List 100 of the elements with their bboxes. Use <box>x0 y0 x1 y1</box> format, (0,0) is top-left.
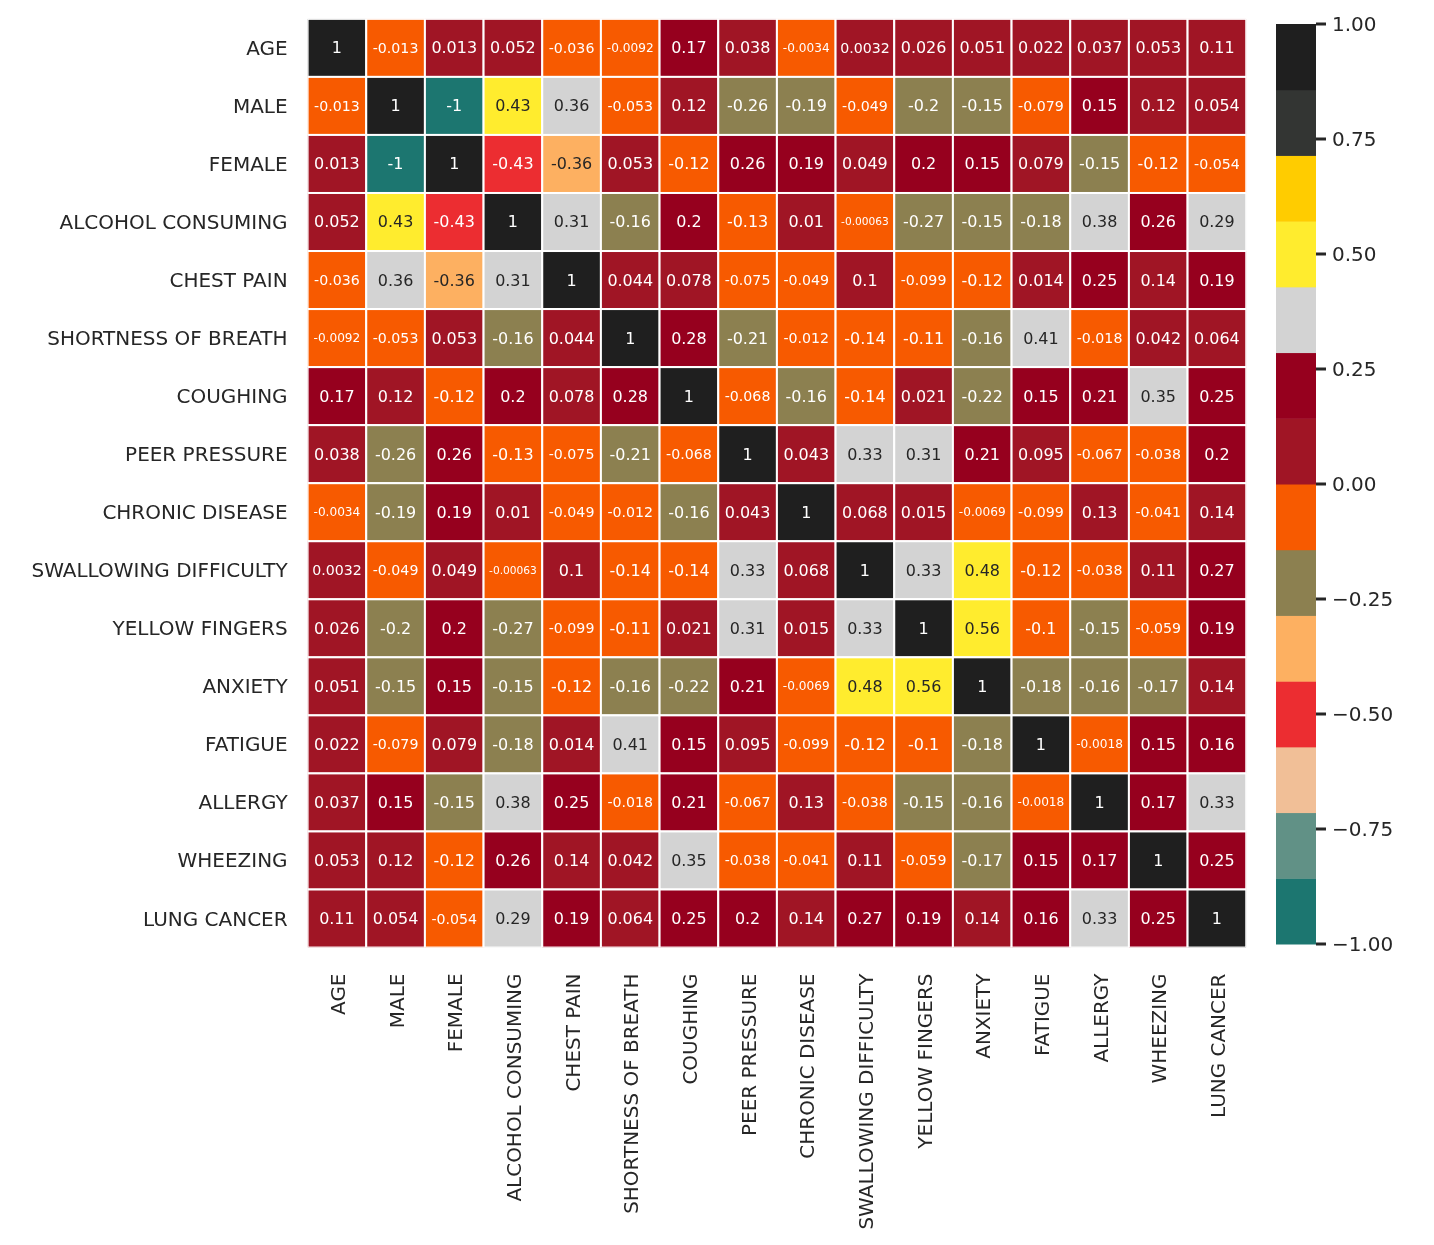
data-label: -1 <box>446 96 463 116</box>
data-label: 0.2 <box>910 154 937 174</box>
data-label: -0.36 <box>433 270 475 290</box>
data-label: -0.16 <box>785 386 827 406</box>
data-label: -0.099 <box>783 736 830 753</box>
data-label: -0.041 <box>1135 504 1182 521</box>
data-label: 0.31 <box>729 618 766 638</box>
data-label: 0.56 <box>905 676 942 696</box>
data-label: 0.038 <box>724 38 771 58</box>
data-label: 0.48 <box>964 560 1001 580</box>
data-label: 0.33 <box>847 444 883 464</box>
data-label: -0.18 <box>1020 212 1062 232</box>
data-label: 0.21 <box>1081 386 1118 406</box>
data-label: 0.14 <box>1140 270 1177 290</box>
data-label: 0.054 <box>1194 96 1240 116</box>
data-label: 0.16 <box>1199 734 1235 754</box>
data-label: 0.36 <box>553 96 590 116</box>
data-label: 0.0032 <box>840 39 890 56</box>
data-label: 0.28 <box>671 328 707 348</box>
data-label: -0.26 <box>726 96 769 116</box>
color-bar-label: 0.50 <box>1332 242 1377 266</box>
data-label: 0.2 <box>1204 444 1230 464</box>
data-label: 0.25 <box>553 792 590 812</box>
data-label: 0.41 <box>1023 328 1059 348</box>
data-label: 0.43 <box>495 96 531 116</box>
y-tick-label: AGE <box>246 35 288 60</box>
data-label: -0.14 <box>668 560 710 580</box>
data-label: -0.0092 <box>313 331 361 346</box>
data-label: 0.36 <box>377 270 414 290</box>
data-label: -0.27 <box>492 618 534 638</box>
data-label: 0.054 <box>372 909 419 929</box>
data-label: 0.14 <box>1199 502 1235 522</box>
data-label: 0.049 <box>842 154 888 174</box>
data-label: 0.16 <box>1023 909 1059 929</box>
data-label: -0.12 <box>844 734 886 754</box>
data-label: 0.049 <box>431 560 478 580</box>
y-tick-label: MALE <box>232 93 288 118</box>
data-label: 0.35 <box>671 850 707 870</box>
data-label: 0.15 <box>1023 386 1059 406</box>
data-label: 1 <box>859 560 870 580</box>
data-label: -0.053 <box>372 330 419 347</box>
data-label: 0.015 <box>783 618 830 638</box>
data-label: -0.099 <box>1018 504 1064 521</box>
data-label: 0.051 <box>314 676 360 696</box>
data-label: 0.01 <box>495 502 531 522</box>
data-label: 0.078 <box>548 386 595 406</box>
data-label: -0.13 <box>726 212 769 232</box>
data-label: 0.15 <box>671 734 707 754</box>
data-label: 0.21 <box>729 676 766 696</box>
data-label: -0.16 <box>1078 676 1121 696</box>
data-label: 0.26 <box>436 444 473 464</box>
y-tick-label: CHEST PAIN <box>169 268 288 293</box>
data-label: 0.11 <box>1199 38 1235 58</box>
data-label: -0.049 <box>783 272 830 289</box>
data-label: 0.21 <box>671 792 707 812</box>
x-tick-label: ALCOHOL CONSUMING <box>501 973 526 1202</box>
data-label: -0.012 <box>783 330 830 347</box>
data-label: 0.33 <box>905 560 942 580</box>
data-label: 0.013 <box>431 38 478 58</box>
data-label: 0.29 <box>495 909 531 929</box>
x-tick-label: FEMALE <box>443 973 468 1053</box>
data-label: 0.26 <box>495 850 531 870</box>
data-label: 0.31 <box>495 270 531 290</box>
data-label: 0.15 <box>1023 850 1059 870</box>
data-label: 0.31 <box>905 444 942 464</box>
data-label: 0.014 <box>548 734 595 754</box>
data-label: -0.18 <box>961 734 1003 754</box>
data-label: -0.00063 <box>489 563 537 577</box>
data-label: 0.12 <box>1140 96 1177 116</box>
data-label: 0.026 <box>314 618 360 638</box>
data-label: 0.037 <box>314 792 360 812</box>
data-label: -0.12 <box>1020 560 1062 580</box>
data-label: 1 <box>1153 850 1164 870</box>
data-label: -0.21 <box>609 444 651 464</box>
data-label: 0.33 <box>1081 909 1118 929</box>
data-label: 1 <box>390 96 401 116</box>
data-label: -0.079 <box>372 736 419 753</box>
data-label: -0.038 <box>1076 562 1123 579</box>
data-label: 0.29 <box>1199 212 1235 232</box>
data-label: 0.35 <box>1140 386 1177 406</box>
data-label: 0.0032 <box>312 562 362 579</box>
y-tick-label: YELLOW FINGERS <box>111 616 288 641</box>
data-label: 0.19 <box>1199 270 1235 290</box>
data-label: 0.14 <box>1199 676 1235 696</box>
data-label: -0.041 <box>783 852 830 869</box>
data-label: -0.15 <box>374 676 417 696</box>
data-label: 0.38 <box>1081 212 1118 232</box>
data-label: 1 <box>918 618 929 638</box>
x-tick-label: ALLERGY <box>1088 972 1113 1063</box>
data-label: 1 <box>683 386 694 406</box>
data-label: 0.022 <box>1018 38 1064 58</box>
color-bar-label: 1.00 <box>1332 12 1377 36</box>
data-label: -0.13 <box>492 444 534 464</box>
data-label: 0.052 <box>490 38 536 58</box>
data-label: -0.0034 <box>313 505 361 520</box>
data-label: -0.16 <box>961 328 1003 348</box>
data-label: 1 <box>566 270 577 290</box>
data-label: 0.26 <box>729 154 766 174</box>
data-label: 0.11 <box>1140 560 1177 580</box>
data-label: -0.22 <box>668 676 710 696</box>
